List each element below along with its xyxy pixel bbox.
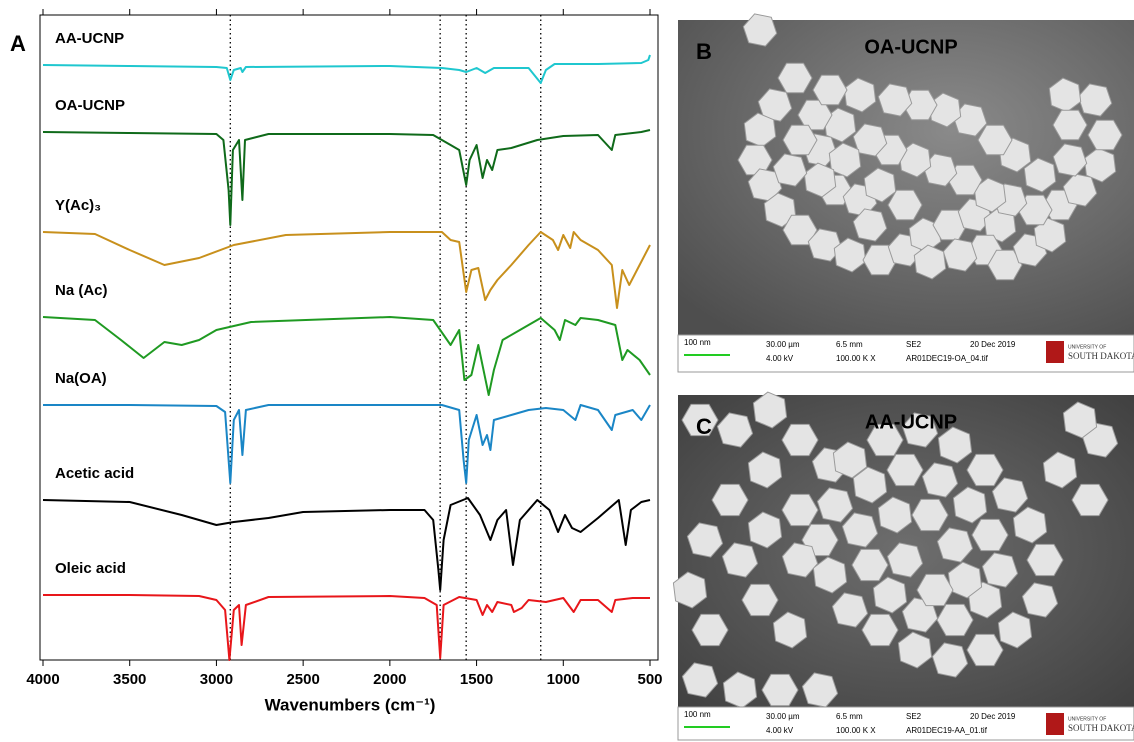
info-field: SE2 [906, 712, 922, 721]
plot-frame [40, 15, 658, 660]
info-field: 30.00 µm [766, 712, 800, 721]
scale-bar-label: 100 nm [684, 710, 711, 719]
info-field: SE2 [906, 340, 922, 349]
series-label: Y(Ac)₃ [55, 197, 101, 214]
image-title: AA-UCNP [865, 411, 957, 433]
x-tick-label: 2000 [373, 671, 406, 688]
series-label: OA-UCNP [55, 97, 125, 114]
info-field: 6.5 mm [836, 712, 863, 721]
x-tick-label: 3000 [200, 671, 233, 688]
logo-mark [1046, 341, 1064, 363]
figure: A Wavenumbers (cm⁻¹) B OA-UCNP 100 nm 30.00… [0, 0, 1134, 742]
x-tick-label: 4000 [26, 671, 59, 688]
x-tick-label: 3500 [113, 671, 146, 688]
spectrum-line [43, 232, 650, 308]
series-label: Na(OA) [55, 370, 107, 387]
scale-bar-label: 100 nm [684, 338, 711, 347]
info-field: 30.00 µm [766, 340, 800, 349]
info-field: 6.5 mm [836, 340, 863, 349]
spectrum-line [43, 595, 650, 660]
logo-text: SOUTH DAKOTA [1068, 723, 1134, 733]
info-field: 100.00 K X [836, 726, 876, 735]
image-title: OA-UCNP [864, 36, 957, 58]
x-tick-label: 500 [637, 671, 662, 688]
series-label: AA-UCNP [55, 30, 124, 47]
spectrum-line [43, 130, 650, 225]
sem-image: C AA-UCNP 100 nm 30.00 µm 6.5 mm SE2 20 Dec 20… [673, 392, 1134, 740]
image-background [678, 20, 1134, 335]
spectrum-line [43, 317, 650, 395]
panel-label: A [10, 31, 26, 56]
info-field: 4.00 kV [766, 354, 794, 363]
series-label: Oleic acid [55, 560, 126, 577]
series-label: Acetic acid [55, 465, 134, 482]
info-field: AR01DEC19-AA_01.tif [906, 726, 988, 735]
x-tick-label: 1500 [460, 671, 493, 688]
sem-image: B OA-UCNP 100 nm 30.00 µm 6.5 mm SE2 20 Dec 20… [678, 14, 1134, 372]
x-axis-title: Wavenumbers (cm⁻¹) [265, 695, 436, 714]
info-field: 100.00 K X [836, 354, 876, 363]
panel-label: C [696, 414, 712, 439]
spectrum-line [43, 498, 650, 590]
spectrum-line [43, 55, 650, 83]
panel-label: B [696, 39, 712, 64]
info-field: 4.00 kV [766, 726, 794, 735]
x-tick-label: 1000 [547, 671, 580, 688]
info-field: AR01DEC19-OA_04.tif [906, 354, 989, 363]
logo-small: UNIVERSITY OF [1068, 344, 1106, 350]
logo-text: SOUTH DAKOTA [1068, 351, 1134, 361]
page: {"chart_data": {"type": "line", "panel_l… [0, 0, 1134, 742]
info-field: 20 Dec 2019 [970, 340, 1016, 349]
info-field: 20 Dec 2019 [970, 712, 1016, 721]
logo-small: UNIVERSITY OF [1068, 716, 1106, 722]
logo-mark [1046, 713, 1064, 735]
x-tick-label: 2500 [286, 671, 319, 688]
series-label: Na (Ac) [55, 282, 108, 299]
